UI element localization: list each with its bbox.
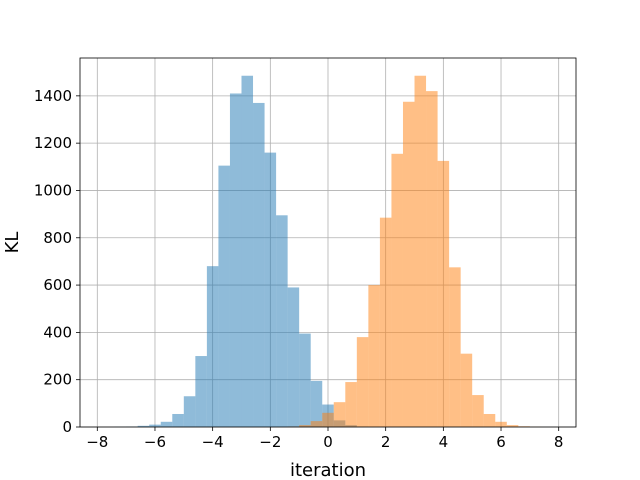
x-axis-title: iteration — [290, 460, 366, 480]
y-tick-label: 400 — [43, 323, 72, 341]
histogram-bar-series-1 — [218, 165, 230, 427]
histogram-bar-series-2 — [368, 285, 380, 427]
x-tick-label: 4 — [439, 433, 449, 451]
y-tick-label: 600 — [43, 276, 72, 294]
histogram-bar-series-1 — [264, 152, 277, 427]
histogram-bar-series-1 — [137, 425, 150, 427]
x-tick-label: 8 — [554, 433, 564, 451]
y-tick-label: 200 — [43, 371, 72, 389]
histogram-bars — [114, 75, 542, 427]
grid-lines — [80, 58, 576, 428]
histogram-bar-series-2 — [495, 421, 507, 427]
y-tick-label: 800 — [43, 229, 72, 247]
histogram-bar-series-1 — [229, 93, 242, 427]
histogram-bar-series-1 — [241, 75, 254, 427]
x-tick-label: −2 — [259, 433, 281, 451]
histogram-bar-series-1 — [149, 424, 161, 427]
histogram-bar-series-2 — [460, 353, 473, 427]
x-tick-label: −4 — [202, 433, 224, 451]
histogram-bar-series-1 — [287, 287, 300, 427]
x-tick-label: 0 — [323, 433, 333, 451]
y-tick-label: 1000 — [34, 181, 72, 199]
y-tick-label: 1200 — [34, 134, 72, 152]
histogram-bar-series-2 — [437, 160, 450, 427]
histogram-bar-series-2 — [299, 425, 311, 427]
histogram-bar-series-1 — [183, 396, 196, 427]
histogram-bar-series-2 — [414, 75, 427, 427]
y-tick-label: 1400 — [34, 87, 72, 105]
x-tick-label: −8 — [86, 433, 108, 451]
histogram-bar-series-1 — [160, 421, 173, 427]
histogram-bar-series-2 — [449, 267, 461, 427]
histogram-bar-series-2 — [506, 425, 519, 427]
histogram-bar-series-2 — [310, 421, 323, 427]
histogram-bar-series-2 — [345, 382, 357, 427]
x-tick-label: 2 — [381, 433, 391, 451]
axis-ticks: −8 −6 −4 −2 0 2 4 6 8 0 200 400 600 800 1000 1200 1400 — [34, 87, 564, 451]
x-tick-label: −6 — [144, 433, 166, 451]
histogram-bar-series-2 — [472, 395, 484, 427]
histogram-bar-series-2 — [333, 402, 346, 427]
histogram-bar-series-1 — [276, 215, 288, 427]
histogram-bar-series-1 — [253, 102, 265, 427]
histogram-bar-series-1 — [310, 380, 323, 427]
histogram-bar-series-1 — [195, 356, 207, 427]
histogram-bar-series-2 — [483, 413, 496, 427]
x-tick-label: 6 — [496, 433, 506, 451]
histogram-bar-series-2 — [391, 153, 403, 427]
histogram-bar-series-1 — [206, 266, 219, 427]
histogram-bar-series-1 — [172, 413, 184, 427]
y-axis-title: KL — [2, 232, 23, 254]
histogram-bar-series-1 — [299, 333, 311, 427]
histogram-bar-series-2 — [379, 217, 392, 427]
histogram-bar-series-2 — [322, 412, 334, 427]
histogram-bar-series-2 — [426, 91, 438, 427]
y-tick-label: 0 — [62, 418, 72, 436]
histogram-bar-series-2 — [402, 101, 415, 427]
histogram-bar-series-2 — [356, 337, 369, 427]
